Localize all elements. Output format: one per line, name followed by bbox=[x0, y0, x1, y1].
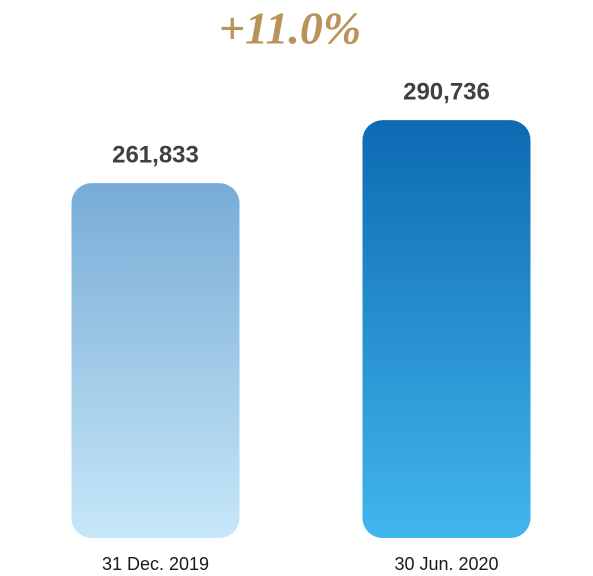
bar bbox=[71, 183, 240, 539]
annotation: +11.0% bbox=[219, 3, 362, 54]
value-label: 290,736 bbox=[403, 79, 490, 106]
value-label: 261,833 bbox=[112, 142, 199, 169]
x-tick-label: 30 Jun. 2020 bbox=[394, 554, 498, 574]
bar bbox=[362, 120, 531, 538]
x-tick-label: 31 Dec. 2019 bbox=[102, 554, 209, 574]
